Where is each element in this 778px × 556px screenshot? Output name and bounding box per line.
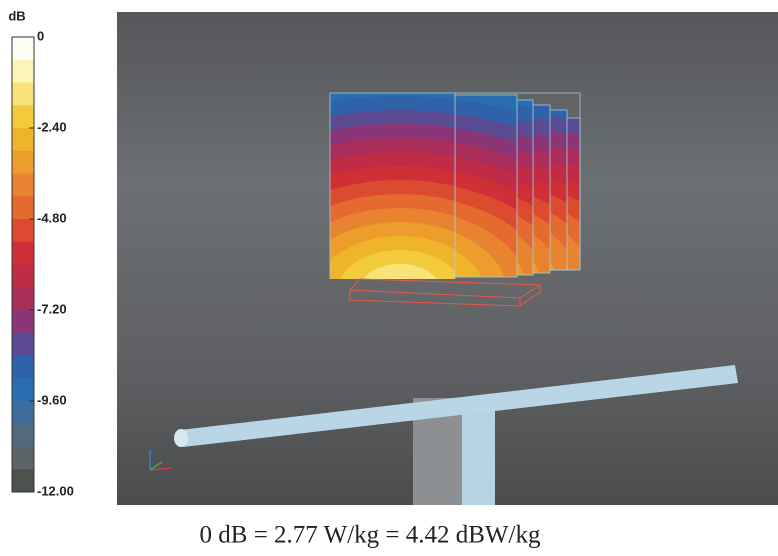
colorbar-band [12, 82, 34, 106]
excitation-wires [348, 278, 542, 307]
colorbar: 0 -2.40 -4.80 -7.20 -9.60 -12.00 [11, 28, 74, 498]
colorbar-band [12, 128, 34, 152]
colorbar-band [12, 355, 34, 379]
colorbar-unit: dB [8, 8, 25, 23]
field-contour [455, 250, 482, 277]
colorbar-band [12, 423, 34, 447]
horizontal-rod [180, 365, 738, 447]
axes-icon [149, 450, 173, 471]
colorbar-band [12, 469, 34, 493]
colorbar-tick-label: -2.40 [37, 119, 67, 134]
colorbar-band [12, 59, 34, 83]
colorbar-tick-label: -12.00 [37, 483, 74, 498]
slice [455, 95, 517, 277]
colorbar-band [12, 105, 34, 129]
colorbar-band [12, 446, 34, 470]
colorbar-frame [11, 36, 35, 493]
cube-edge [329, 92, 581, 279]
colorbar-band [12, 241, 34, 265]
field-cube [329, 92, 581, 279]
colorbar-band [12, 219, 34, 243]
colorbar-tick-label: -9.60 [37, 392, 67, 407]
vertical-pole [462, 398, 495, 505]
rod-end [174, 429, 188, 447]
colorbar-band [12, 37, 34, 61]
colorbar-band [12, 287, 34, 311]
colorbar-band [12, 173, 34, 197]
front-face [330, 93, 455, 279]
colorbar-band [12, 378, 34, 402]
colorbar-band [12, 401, 34, 425]
colorbar-tick-label: -4.80 [37, 210, 67, 225]
field-contour [362, 264, 438, 279]
colorbar-band [12, 310, 34, 334]
caption: 0 dB = 2.77 W/kg = 4.42 dBW/kg [200, 522, 541, 549]
field-contour [455, 273, 458, 277]
colorbar-band [12, 332, 34, 356]
field-contour [392, 278, 408, 279]
colorbar-tick-label: -7.20 [37, 301, 67, 316]
colorbar-band [12, 150, 34, 174]
colorbar-tick-label: 0 [37, 28, 44, 43]
colorbar-band [12, 264, 34, 288]
colorbar-band [12, 196, 34, 220]
